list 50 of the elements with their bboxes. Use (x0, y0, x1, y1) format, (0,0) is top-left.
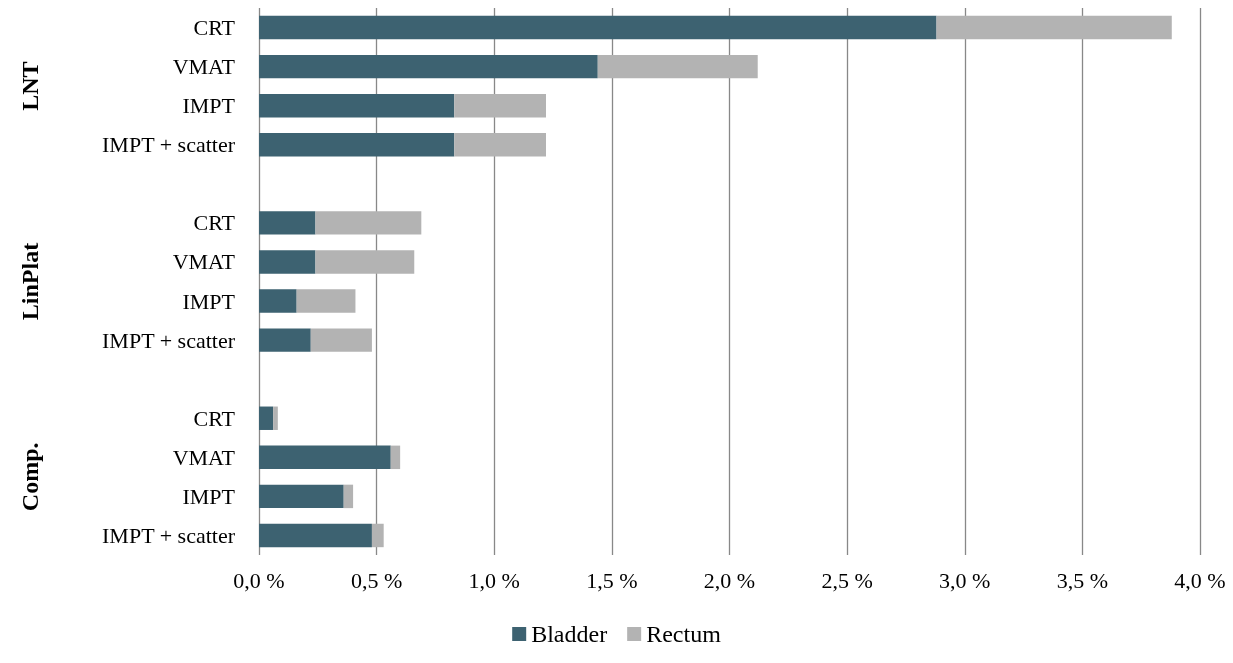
text: LNT (17, 61, 43, 111)
bar (259, 328, 311, 352)
x-tick-label: 4,0 % (1174, 567, 1226, 593)
y-tick-label: VMAT (172, 249, 236, 275)
bar (296, 289, 356, 313)
bar (259, 211, 316, 235)
x-tick-label: 3,0 % (939, 567, 991, 593)
bar (259, 250, 316, 274)
bar (343, 484, 354, 509)
x-tick-label: 2,5 % (821, 567, 873, 593)
y-tick-label: CRT (193, 405, 236, 431)
x-tick-label: 0,0 % (233, 567, 285, 593)
x-tick-label: 2,0 % (703, 567, 756, 593)
bar (259, 484, 344, 509)
y-tick-label: VMAT (172, 444, 236, 470)
text: Comp. (17, 442, 43, 512)
text: LinPlat (17, 242, 43, 321)
bar (936, 15, 1172, 40)
y-tick-label: IMPT + scatter (102, 522, 236, 548)
x-tick-label: 1,5 % (586, 567, 638, 593)
y-tick-label: IMPT (182, 483, 236, 509)
y-tick-label: CRT (193, 210, 236, 236)
bar (273, 406, 278, 430)
bar (390, 445, 401, 470)
bar (454, 93, 547, 118)
bar (259, 15, 937, 40)
legend-label: Rectum (646, 621, 722, 647)
x-tick-label: 1,0 % (468, 567, 520, 593)
bar (315, 250, 415, 274)
bar (310, 328, 372, 352)
bar (259, 289, 297, 313)
legend-label: Bladder (531, 621, 608, 647)
bar (259, 523, 372, 548)
y-tick-label: IMPT (182, 93, 236, 119)
bar (259, 406, 274, 430)
bar (315, 211, 422, 235)
x-tick-label: 0,5 % (350, 567, 403, 593)
y-tick-label: IMPT (182, 288, 236, 314)
y-tick-label: IMPT + scatter (102, 132, 236, 158)
bar (259, 133, 455, 157)
y-tick-label: CRT (193, 15, 236, 41)
bar (259, 445, 391, 470)
bar (454, 133, 547, 157)
bar (259, 93, 455, 118)
bar (371, 523, 384, 548)
bar (259, 54, 598, 79)
bar (597, 54, 758, 79)
y-tick-label: IMPT + scatter (102, 327, 236, 353)
y-tick-label: VMAT (172, 54, 236, 80)
x-tick-label: 3,5 % (1056, 567, 1109, 593)
